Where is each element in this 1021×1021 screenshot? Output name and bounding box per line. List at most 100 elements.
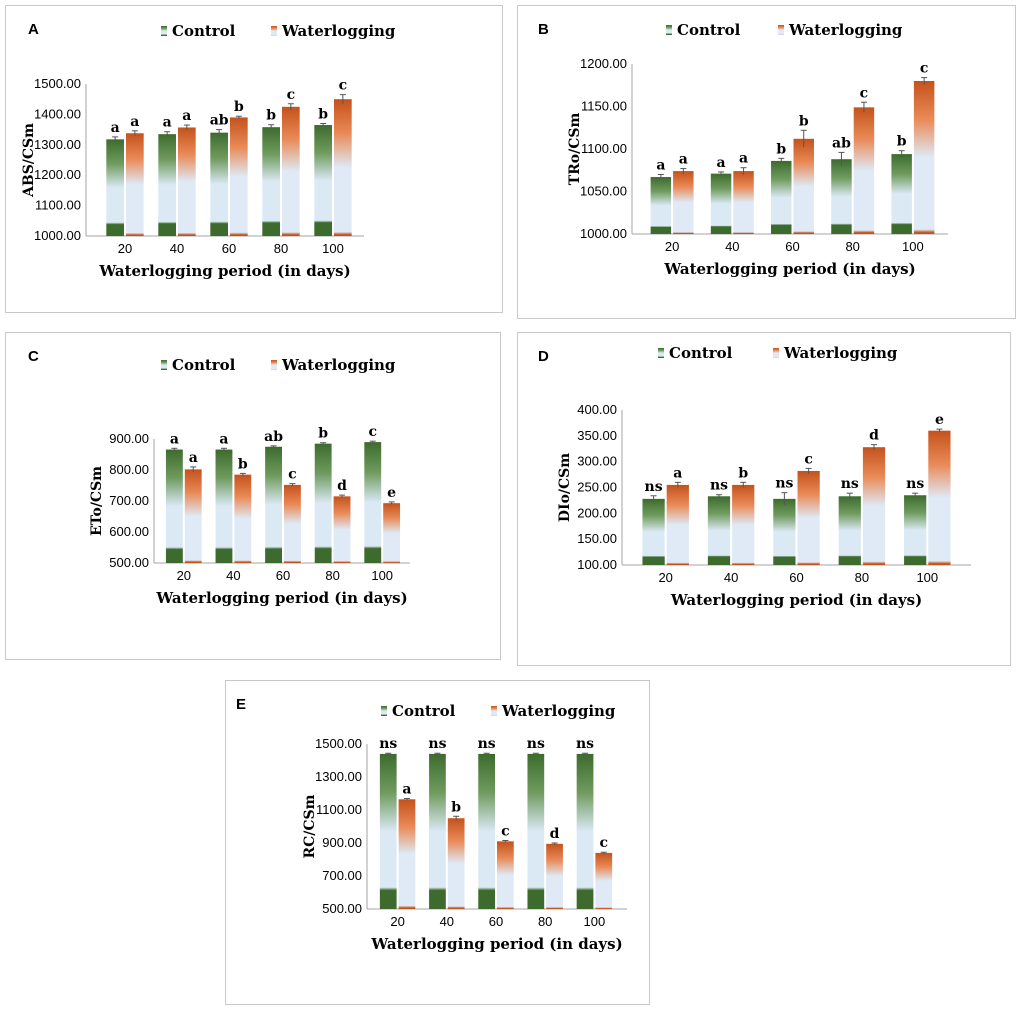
control-significance-letter: ns <box>576 736 594 752</box>
waterlogging-bar <box>666 484 689 565</box>
waterlogging-significance-letter: c <box>599 835 608 851</box>
waterlogging-legend-swatch <box>773 348 779 358</box>
control-significance-letter: b <box>266 108 276 124</box>
x-axis-title: Waterlogging period (in days) <box>663 260 915 278</box>
waterlogging-significance-letter: c <box>339 78 348 94</box>
control-legend-swatch <box>161 26 167 36</box>
control-significance-letter: b <box>897 134 907 150</box>
x-tick-label: 60 <box>789 570 803 585</box>
waterlogging-significance-letter: d <box>337 478 347 494</box>
panel-label: E <box>236 696 246 713</box>
chart-panel-a: A Control Waterlogging 1000.00 1100.00 1200.0… <box>5 5 503 313</box>
control-significance-letter: ns <box>478 736 496 752</box>
control-bar <box>314 443 332 563</box>
y-tick-label: 1150.00 <box>581 99 627 114</box>
y-tick-label: 900.00 <box>322 835 362 850</box>
control-significance-letter: b <box>318 426 328 442</box>
waterlogging-bar <box>862 447 886 565</box>
x-tick-label: 80 <box>325 568 339 583</box>
waterlogging-significance-letter: d <box>869 428 879 444</box>
waterlogging-bar <box>383 503 401 563</box>
waterlogging-bar <box>497 841 514 909</box>
y-tick-label: 600.00 <box>109 524 149 539</box>
control-legend-swatch <box>666 25 672 35</box>
chart-panel-c: C Control Waterlogging 500.00 600.00 700.00 80… <box>5 332 501 660</box>
waterlogging-significance-letter: d <box>550 826 560 842</box>
control-significance-letter: b <box>318 107 328 123</box>
control-legend-swatch <box>658 348 664 358</box>
x-tick-label: 100 <box>902 239 924 254</box>
x-axis-title: Waterlogging period (in days) <box>370 935 622 953</box>
y-tick-label: 1200.00 <box>580 56 627 71</box>
control-significance-letter: a <box>111 120 120 136</box>
control-bar <box>429 753 446 909</box>
control-significance-letter: a <box>163 115 172 131</box>
x-tick-label: 80 <box>274 241 288 256</box>
x-tick-label: 60 <box>222 241 236 256</box>
waterlogging-significance-letter: a <box>182 108 191 124</box>
control-significance-letter: ab <box>264 429 283 445</box>
x-tick-label: 60 <box>489 914 503 929</box>
y-tick-label: 1200.00 <box>34 167 81 182</box>
control-bar <box>262 127 280 236</box>
control-legend-label: Control <box>172 356 236 374</box>
y-tick-label: 1100.00 <box>316 802 362 817</box>
x-tick-label: 60 <box>276 568 290 583</box>
panel-label: A <box>28 21 39 38</box>
waterlogging-bar <box>673 171 694 234</box>
x-tick-label: 80 <box>538 914 552 929</box>
y-tick-label: 1300.00 <box>34 137 81 152</box>
y-tick-label: 500.00 <box>109 555 149 570</box>
y-axis-title: DIo/CSm <box>557 453 573 522</box>
control-significance-letter: b <box>776 141 786 157</box>
waterlogging-bar <box>230 117 248 236</box>
y-tick-label: 500.00 <box>322 901 362 916</box>
x-tick-label: 60 <box>785 239 799 254</box>
x-tick-label: 20 <box>118 241 132 256</box>
waterlogging-significance-letter: a <box>402 781 411 797</box>
control-bar <box>158 134 176 236</box>
control-bar <box>379 753 397 909</box>
control-legend-label: Control <box>392 702 456 720</box>
waterlogging-bar <box>284 484 301 563</box>
control-significance-letter: ns <box>428 736 446 752</box>
waterlogging-significance-letter: a <box>679 152 688 168</box>
control-significance-letter: a <box>170 431 179 447</box>
control-bar <box>773 498 796 565</box>
chart-panel-b: B Control Waterlogging 1000.00 1050.00 1100.0… <box>517 5 1016 319</box>
control-bar <box>650 177 672 234</box>
chart-panel-e: E Control Waterlogging 500.00 700.00 900.00 11… <box>225 680 650 1005</box>
control-legend-label: Control <box>677 21 741 39</box>
x-tick-label: 40 <box>440 914 454 929</box>
y-tick-label: 1100.00 <box>581 141 627 156</box>
control-bar <box>831 159 852 234</box>
waterlogging-significance-letter: c <box>804 451 813 467</box>
waterlogging-legend-swatch <box>271 26 277 36</box>
waterlogging-bar <box>928 430 951 565</box>
control-bar <box>314 125 332 236</box>
y-tick-label: 150.00 <box>577 531 617 546</box>
waterlogging-bar <box>797 470 820 565</box>
y-tick-label: 800.00 <box>109 462 149 477</box>
control-bar <box>478 753 495 909</box>
waterlogging-bar <box>793 138 814 234</box>
waterlogging-bar <box>733 171 754 234</box>
control-significance-letter: a <box>219 431 228 447</box>
waterlogging-bar <box>234 474 252 563</box>
control-significance-letter: ns <box>841 476 859 492</box>
waterlogging-significance-letter: a <box>673 465 682 481</box>
x-tick-label: 100 <box>371 568 393 583</box>
waterlogging-significance-letter: b <box>451 799 461 815</box>
waterlogging-bar <box>398 799 416 909</box>
y-tick-label: 700.00 <box>322 868 362 883</box>
waterlogging-significance-letter: a <box>739 151 748 167</box>
waterlogging-legend-label: Waterlogging <box>783 344 898 362</box>
control-bar <box>265 446 282 563</box>
waterlogging-significance-letter: c <box>920 61 929 77</box>
waterlogging-significance-letter: b <box>234 99 244 115</box>
control-legend-swatch <box>381 706 387 716</box>
waterlogging-legend-swatch <box>271 360 277 370</box>
waterlogging-significance-letter: b <box>738 465 748 481</box>
waterlogging-bar <box>546 843 563 909</box>
control-bar <box>838 496 861 565</box>
